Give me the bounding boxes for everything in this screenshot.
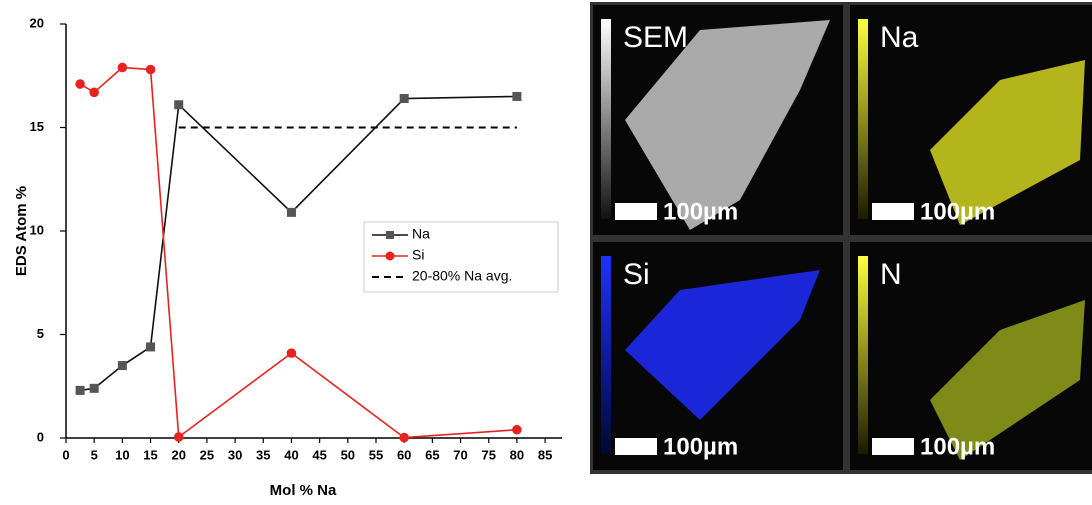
x-tick-label: 80: [510, 447, 524, 462]
marker: [89, 88, 99, 98]
panel-label: Na: [880, 21, 919, 54]
y-axis-label: EDS Atom %: [13, 186, 30, 276]
legend-label: Si: [412, 247, 424, 263]
x-tick-label: 55: [369, 447, 383, 462]
legend-label: 20-80% Na avg.: [412, 268, 512, 284]
x-tick-label: 35: [256, 447, 270, 462]
scale-label: 100µm: [920, 433, 995, 460]
marker: [76, 386, 85, 395]
x-tick-label: 5: [91, 447, 98, 462]
marker: [75, 79, 85, 89]
image-panel: Na 100µm: [850, 5, 1092, 235]
panel-label: SEM: [623, 21, 688, 54]
marker: [146, 65, 156, 75]
marker: [400, 94, 409, 103]
marker: [90, 384, 99, 393]
image-panel: N 100µm: [850, 242, 1092, 470]
legend-label: Na: [412, 226, 430, 242]
x-tick-label: 10: [115, 447, 129, 462]
marker: [512, 425, 522, 435]
x-tick-label: 25: [200, 447, 214, 462]
x-axis-label: Mol % Na: [270, 482, 337, 499]
marker: [146, 342, 155, 351]
x-tick-label: 20: [171, 447, 185, 462]
x-tick-label: 85: [538, 447, 552, 462]
marker: [512, 92, 521, 101]
colorbar: [601, 19, 611, 219]
colorbar: [858, 256, 868, 454]
scale-bar: [872, 203, 914, 220]
y-tick-label: 15: [30, 119, 44, 134]
scale-label: 100µm: [920, 198, 995, 225]
x-tick-label: 70: [453, 447, 467, 462]
x-tick-label: 65: [425, 447, 439, 462]
scale-bar: [872, 438, 914, 455]
x-tick-label: 75: [481, 447, 495, 462]
y-tick-label: 10: [30, 222, 44, 237]
marker: [118, 63, 128, 73]
x-tick-label: 40: [284, 447, 298, 462]
marker: [174, 432, 184, 442]
marker: [174, 100, 183, 109]
image-panel: SEM 100µm: [593, 5, 843, 235]
scale-bar: [615, 438, 657, 455]
panel-label: Si: [623, 258, 650, 291]
x-tick-label: 15: [143, 447, 157, 462]
page: Mol % Na EDS Atom % 05101520253035404550…: [0, 0, 1092, 505]
x-tick-label: 0: [62, 447, 69, 462]
x-tick-label: 30: [228, 447, 242, 462]
scale-label: 100µm: [663, 198, 738, 225]
panel-label: N: [880, 258, 902, 291]
x-tick-label: 45: [312, 447, 326, 462]
marker: [287, 208, 296, 217]
marker: [118, 361, 127, 370]
scale-bar: [615, 203, 657, 220]
image-panel: Si 100µm: [593, 242, 843, 470]
legend-marker: [386, 252, 395, 261]
x-tick-label: 50: [341, 447, 355, 462]
y-tick-label: 5: [37, 326, 44, 341]
y-tick-label: 0: [37, 429, 44, 444]
x-tick-label: 60: [397, 447, 411, 462]
colorbar: [858, 19, 868, 219]
colorbar: [601, 256, 611, 454]
legend-marker: [386, 231, 394, 239]
marker: [287, 348, 297, 358]
figure: Mol % Na EDS Atom % 05101520253035404550…: [0, 0, 1092, 500]
marker: [399, 433, 409, 443]
y-tick-label: 20: [30, 15, 44, 30]
scale-label: 100µm: [663, 433, 738, 460]
